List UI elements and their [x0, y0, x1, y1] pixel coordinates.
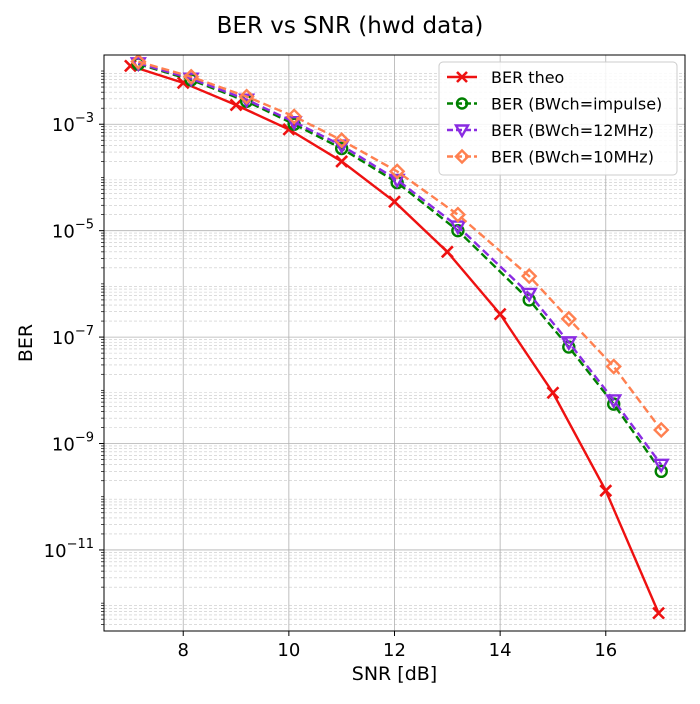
y-tick-label: 10−7	[52, 324, 94, 349]
y-tick-label: 10−9	[52, 431, 94, 456]
legend-label: BER (BWch=10MHz)	[491, 148, 654, 167]
data-point-triangle-marker	[285, 115, 303, 131]
data-point-x-marker	[652, 606, 666, 620]
x-tick-label: 14	[489, 640, 512, 661]
data-point-triangle-marker	[520, 287, 538, 303]
data-point-diamond-marker	[238, 88, 255, 105]
data-point-diamond-marker	[605, 358, 622, 375]
data-point-x-marker	[599, 484, 613, 498]
grid	[104, 55, 685, 631]
x-tick-label: 10	[277, 640, 300, 661]
series-layer	[123, 55, 670, 620]
data-point-x-marker	[388, 195, 401, 209]
y-tick-label: 10−3	[52, 111, 94, 136]
legend-item: BER (BWch=12MHz)	[447, 121, 654, 140]
data-point-x-marker	[546, 386, 560, 400]
data-point-diamond-marker	[285, 108, 303, 125]
data-point-triangle-marker	[388, 173, 406, 189]
data-point-diamond-marker	[454, 148, 470, 165]
ticks: 8 10 12 14 16 10−11 10−9 10−7 10−5 10−3	[44, 70, 617, 661]
data-point-diamond-marker	[333, 132, 350, 149]
data-point-diamond-marker	[520, 267, 538, 285]
x-tick-label: 8	[178, 640, 189, 661]
y-tick-label: 10−5	[52, 218, 94, 243]
data-point-circle-marker	[654, 464, 668, 479]
legend-box	[438, 61, 678, 176]
data-point-diamond-marker	[560, 310, 577, 328]
legend-label: BER (BWch=impulse)	[491, 95, 662, 114]
legend: BER theo BER (BWch=impulse) BER (BWch=12MH…	[438, 61, 678, 176]
series-line	[137, 60, 663, 431]
data-point-triangle-marker	[453, 124, 471, 139]
data-point-triangle-marker	[605, 394, 623, 410]
data-point-diamond-marker	[388, 163, 406, 180]
data-point-circle-marker	[455, 97, 469, 110]
data-point-diamond-marker	[130, 55, 147, 70]
y-axis-label: BER	[15, 324, 37, 362]
data-point-x-marker	[493, 307, 507, 321]
data-point-triangle-marker	[560, 336, 578, 352]
data-point-diamond-marker	[449, 206, 467, 223]
legend-item: BER (BWch=impulse)	[447, 95, 662, 114]
y-tick-label: 10−11	[44, 537, 94, 562]
legend-label: BER (BWch=12MHz)	[491, 121, 654, 140]
legend-label: BER theo	[491, 68, 564, 87]
x-axis-label: SNR [dB]	[352, 663, 437, 685]
data-point-x-marker	[335, 155, 349, 168]
legend-item: BER theo	[447, 68, 564, 87]
series-3	[130, 55, 670, 439]
x-tick-label: 16	[594, 640, 617, 661]
data-point-diamond-marker	[182, 68, 200, 85]
data-point-x-marker	[440, 245, 454, 259]
legend-item: BER (BWch=10MHz)	[447, 148, 654, 167]
series-line	[137, 62, 663, 466]
data-point-x-marker	[456, 71, 468, 83]
data-point-triangle-marker	[652, 458, 670, 474]
data-point-diamond-marker	[653, 421, 670, 439]
chart-title: BER vs SNR (hwd data)	[217, 13, 484, 39]
data-point-x-marker	[229, 98, 243, 112]
x-tick-label: 12	[383, 640, 406, 661]
